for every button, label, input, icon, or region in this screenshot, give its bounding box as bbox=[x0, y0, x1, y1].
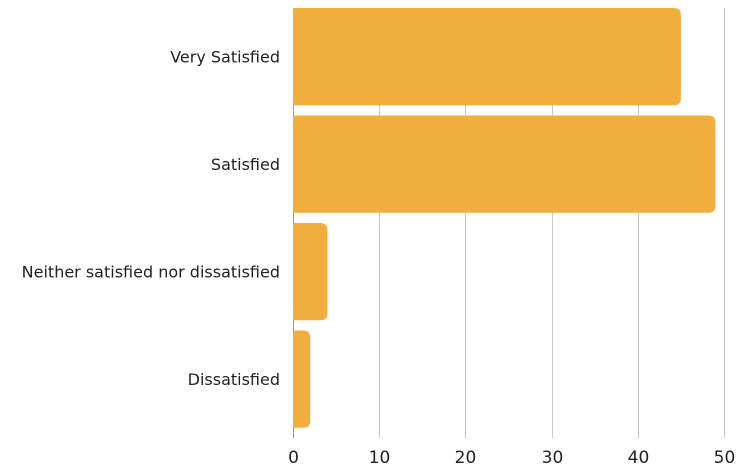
x-tick-label-10: 10 bbox=[369, 448, 391, 466]
bar-neither-satisfied-nor-dissatisfied bbox=[293, 223, 328, 321]
x-tick-label-20: 20 bbox=[455, 448, 477, 466]
category-labels: Very Satisfied Satisfied Neither satisfied… bbox=[22, 48, 280, 389]
bars bbox=[293, 8, 716, 428]
category-label-satisfied: Satisfied bbox=[211, 155, 280, 174]
x-tick-label-0: 0 bbox=[288, 448, 299, 466]
category-label-neither-satisfied-nor-dissatisfied: Neither satisfied nor dissatisfied bbox=[22, 263, 280, 282]
bar-satisfied bbox=[293, 115, 716, 213]
x-tick-label-30: 30 bbox=[542, 448, 564, 466]
category-label-very-satisfied: Very Satisfied bbox=[170, 48, 280, 67]
bar-very-satisfied bbox=[293, 8, 681, 106]
category-label-dissatisfied: Dissatisfied bbox=[188, 370, 280, 389]
x-tick-label-40: 40 bbox=[628, 448, 650, 466]
x-tick-labels: 0 10 20 30 40 50 bbox=[288, 448, 735, 466]
x-tick-label-50: 50 bbox=[714, 448, 736, 466]
bar-dissatisfied bbox=[293, 330, 311, 428]
